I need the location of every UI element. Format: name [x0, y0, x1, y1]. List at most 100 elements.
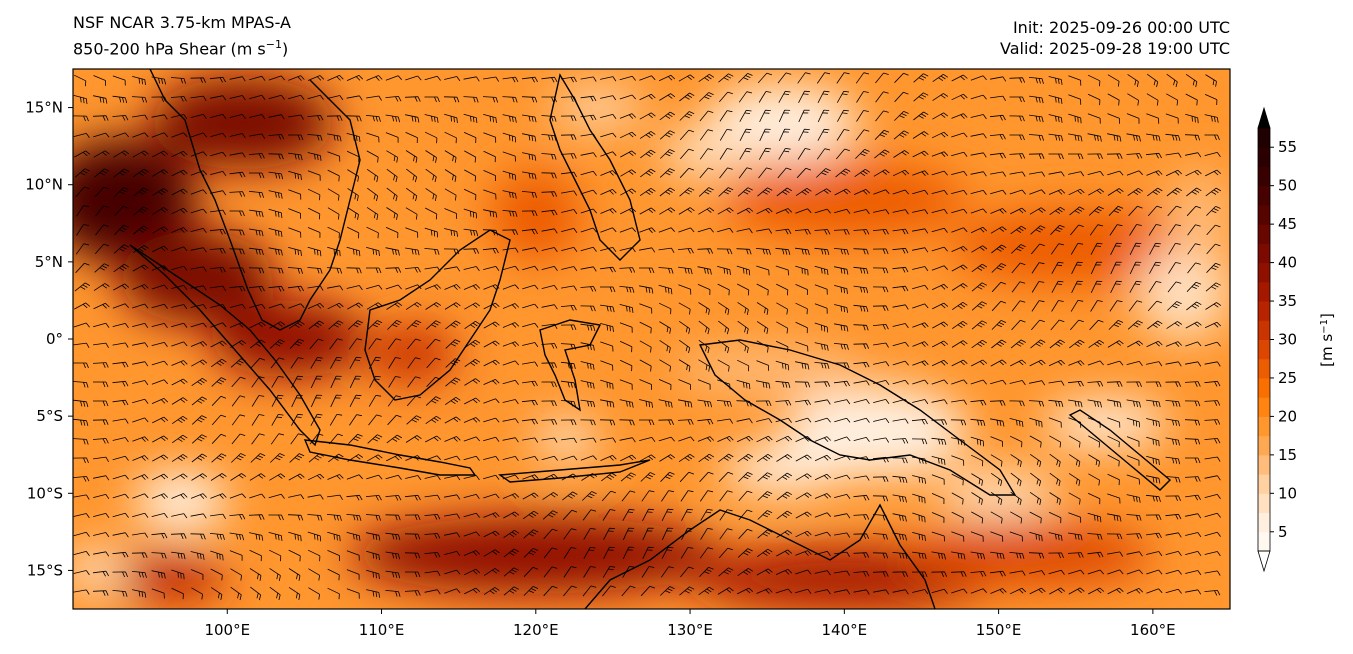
wind-barb [560, 343, 577, 350]
wind-barb [93, 381, 109, 388]
wind-barb [330, 375, 342, 389]
wind-barb [1107, 569, 1124, 575]
wind-barb [502, 399, 519, 405]
wind-barb [94, 243, 110, 255]
wind-barb [464, 302, 481, 310]
wind-barb [271, 414, 284, 426]
wind-barb [816, 168, 831, 178]
wind-barb [1068, 113, 1082, 124]
wind-barb [580, 437, 597, 443]
wind-barb [92, 590, 109, 596]
wind-barb [541, 455, 558, 461]
wind-barb [1088, 473, 1100, 486]
wind-barb [718, 471, 734, 482]
wind-barb [541, 437, 558, 443]
wind-barb [307, 531, 322, 542]
wind-barb [541, 191, 558, 197]
wind-barb [307, 188, 321, 201]
wind-barb [892, 494, 907, 503]
wind-barb [151, 132, 168, 138]
wind-barb [619, 94, 637, 100]
wind-barb [268, 532, 283, 541]
wind-barb [268, 94, 285, 100]
wind-barb [170, 96, 187, 102]
wind-barb [463, 113, 478, 124]
wind-barb [931, 588, 948, 594]
wind-barb [894, 72, 909, 83]
shear-region [659, 130, 752, 177]
wind-barb [424, 589, 441, 595]
wind-barb [1146, 340, 1163, 348]
wind-barb [328, 320, 344, 330]
wind-barb [736, 265, 751, 276]
wind-barb [698, 73, 715, 83]
wind-barb [718, 73, 734, 83]
wind-barb [951, 283, 968, 291]
wind-barb [580, 419, 596, 426]
wind-barb [483, 398, 500, 404]
colorbar-segment [1258, 339, 1270, 360]
wind-barb [971, 511, 984, 524]
wind-barb [1028, 134, 1044, 141]
wind-barb [502, 360, 520, 366]
wind-barb [151, 323, 168, 329]
wind-barb [679, 129, 695, 141]
wind-barb [1048, 171, 1065, 177]
wind-barb [640, 168, 656, 178]
wind-barb [327, 285, 344, 291]
wind-barb [1129, 224, 1142, 236]
wind-barb [814, 454, 832, 462]
wind-barb [737, 283, 750, 296]
wind-barb [757, 510, 773, 520]
wind-barb [1068, 75, 1082, 86]
wind-barb [1204, 94, 1218, 106]
wind-barb [717, 207, 734, 215]
wind-barb [775, 208, 793, 214]
wind-barb [210, 132, 227, 138]
wind-barb [132, 361, 149, 367]
coastline-sulawesi [539, 319, 602, 412]
wind-barb [561, 228, 578, 233]
wind-barb [892, 169, 910, 177]
wind-barb [1166, 73, 1178, 88]
wind-barb [777, 72, 792, 84]
wind-barb [619, 437, 636, 443]
wind-barb [424, 248, 440, 255]
wind-barb [853, 189, 871, 195]
wind-barb [756, 228, 773, 234]
wind-barb [912, 131, 929, 139]
wind-barb [639, 131, 656, 139]
wind-barb [171, 378, 188, 386]
wind-barb [190, 189, 207, 195]
shear-region [1168, 169, 1230, 262]
wind-barb [1067, 552, 1084, 558]
wind-barb [112, 303, 129, 309]
wind-barb [951, 473, 964, 486]
wind-barb [151, 303, 168, 309]
wind-barb [931, 283, 949, 291]
wind-barb [73, 322, 90, 328]
wind-barb [970, 588, 987, 594]
wind-barb [951, 74, 968, 82]
wind-barb [620, 472, 636, 482]
lat-tick-label: 5°N [35, 253, 63, 271]
wind-barb [697, 399, 712, 408]
wind-barb [873, 209, 890, 215]
wind-barb [404, 267, 421, 273]
wind-barb [387, 395, 402, 407]
colorbar-segment [1258, 185, 1270, 206]
wind-barb [387, 338, 402, 350]
wind-barb [758, 167, 772, 179]
wind-barb [737, 187, 753, 197]
wind-barb [1030, 319, 1045, 331]
wind-barb [521, 96, 538, 103]
wind-barb [444, 532, 461, 538]
wind-barb [1184, 419, 1201, 426]
wind-barb [758, 91, 772, 103]
wind-barb [132, 493, 149, 499]
colorbar-tick-label: 55 [1278, 138, 1297, 156]
wind-barb [93, 150, 110, 158]
wind-barb [151, 398, 169, 404]
lon-tick-label: 110°E [359, 621, 405, 639]
wind-barb [444, 455, 461, 461]
